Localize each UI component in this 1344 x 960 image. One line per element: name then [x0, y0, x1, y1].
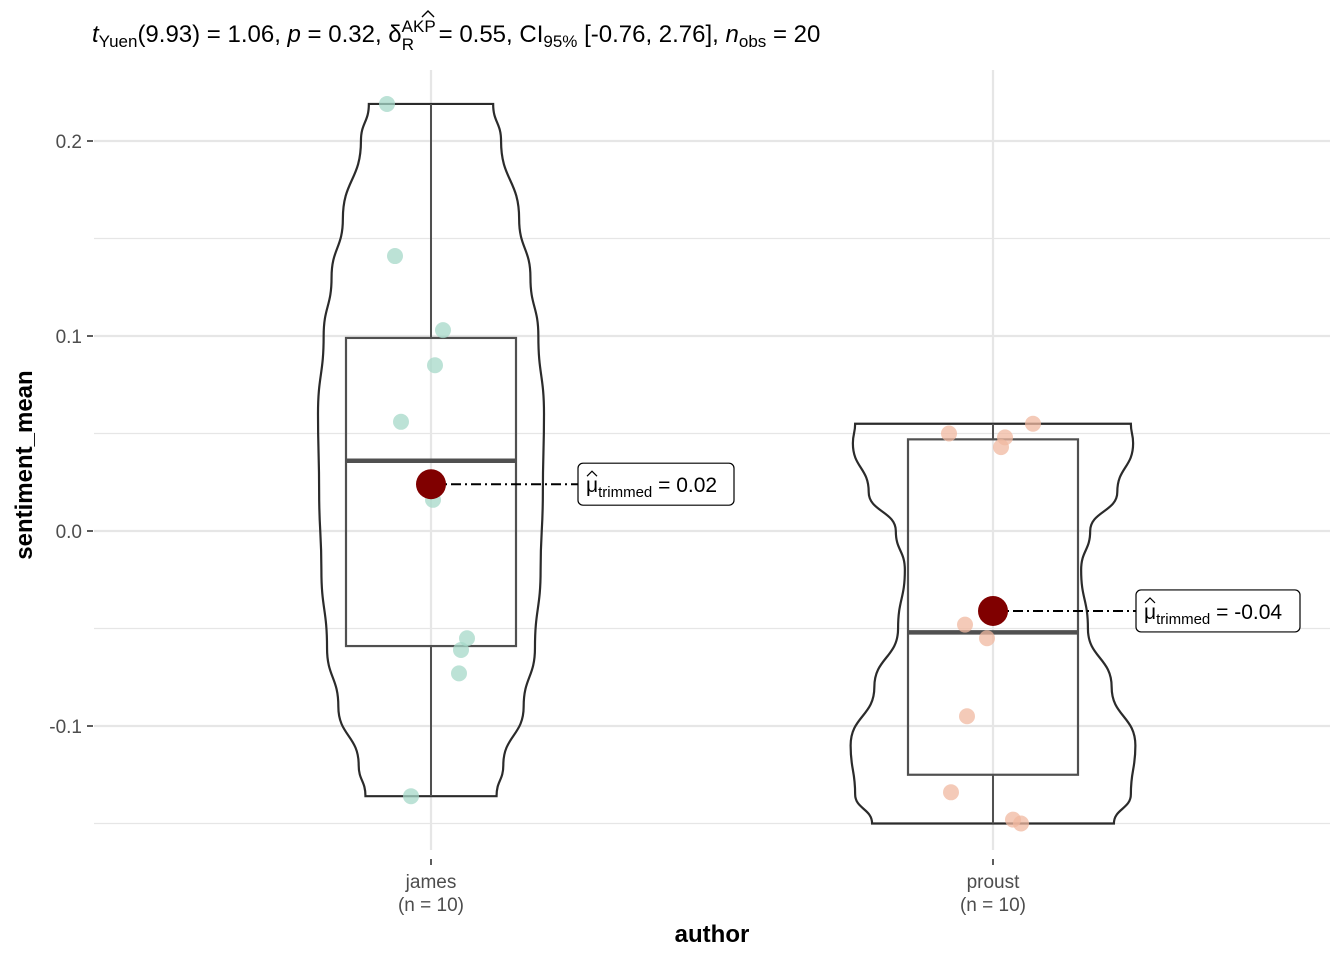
data-point-proust [941, 425, 957, 442]
data-point-james [451, 665, 467, 682]
violin-james [316, 102, 546, 798]
data-point-james [387, 248, 403, 265]
x-axis-title: author [675, 921, 750, 948]
boxplots [344, 103, 1080, 824]
x-tick-label-james: james [405, 872, 457, 893]
y-tick-label: 0.2 [56, 132, 82, 153]
violins [316, 102, 1137, 825]
mu-hat [1144, 597, 1156, 604]
box-proust [906, 438, 1080, 776]
y-axis-title: sentiment_mean [11, 370, 38, 559]
trimmed-mean-point-james [416, 469, 446, 500]
data-point-proust [1013, 815, 1029, 832]
data-point-proust [943, 784, 959, 801]
mean-label-box-james [577, 462, 735, 506]
mean-label-box-proust [1135, 589, 1301, 633]
y-tick-label: 0.1 [56, 327, 82, 348]
data-point-james [453, 641, 469, 658]
trimmed-mean-point-proust [978, 595, 1008, 626]
violin-proust [849, 422, 1137, 825]
delta-hat [421, 10, 435, 18]
mean-label-proust: μtrimmed = -0.04 [1144, 601, 1282, 628]
y-tick-label: -0.1 [49, 717, 82, 738]
trimmed-means: μtrimmed = 0.02 μtrimmed = -0.04 [416, 462, 1301, 633]
x-tick-count-james: (n = 10) [398, 895, 464, 916]
mu-hat [586, 470, 598, 477]
data-point-james [393, 413, 409, 430]
data-point-proust [1025, 415, 1041, 432]
data-point-proust [959, 708, 975, 725]
mean-label-james: μtrimmed = 0.02 [586, 474, 717, 501]
y-tick-label: 0.0 [56, 522, 82, 543]
data-point-james [427, 357, 443, 374]
x-tick-label-proust: proust [967, 872, 1021, 893]
data-point-james [379, 95, 395, 112]
box-james [344, 336, 518, 648]
data-point-proust [957, 616, 973, 633]
data-point-proust [979, 630, 995, 647]
data-point-james [435, 322, 451, 339]
data-point-proust [993, 439, 1009, 456]
data-point-james [403, 788, 419, 805]
x-tick-count-proust: (n = 10) [960, 895, 1026, 916]
grid-lines [94, 70, 1330, 850]
data-points [379, 95, 1041, 832]
chart-subtitle: tYuen(9.93) = 1.06, p = 0.32, δAKP R = 0.… [92, 17, 820, 54]
